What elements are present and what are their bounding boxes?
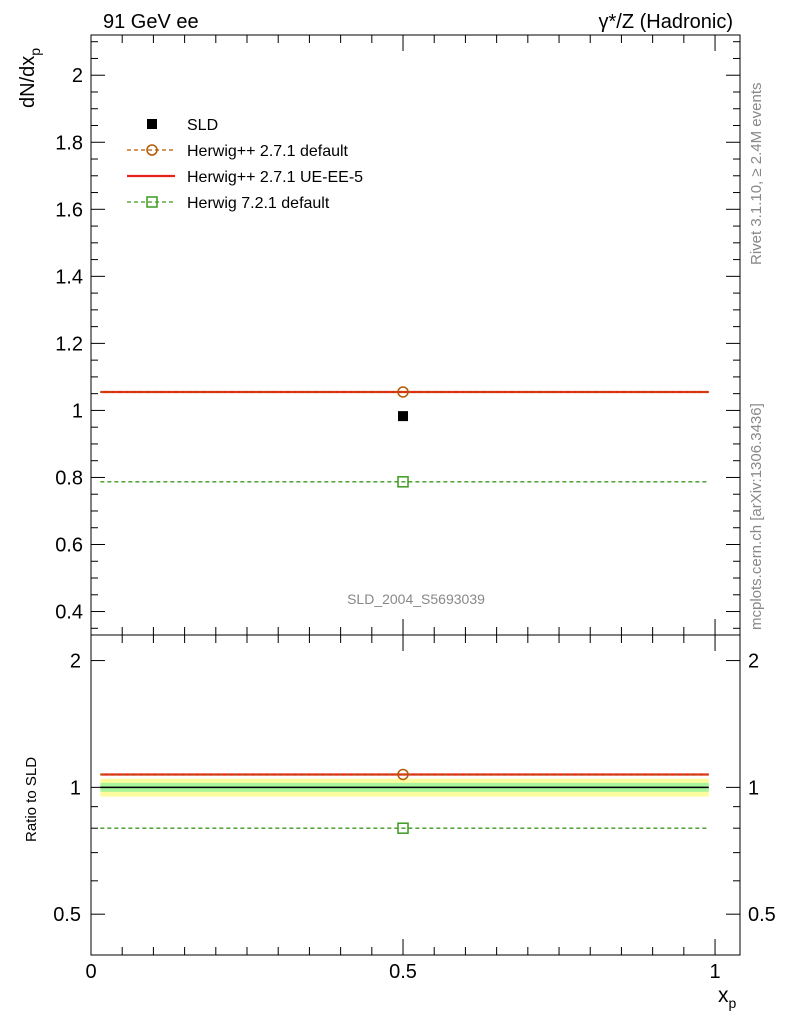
axis-tick-labels: 0.4 0.6 0.8 1 1.2 1.4 1.6 1.8 2 0.5 1 2 0.5 1 2 0 0.5 1 <box>53 65 776 983</box>
legend-marker <box>147 119 157 129</box>
legend-label: SLD <box>187 117 218 134</box>
ratio-y-tick-label-left: 2 <box>70 651 81 673</box>
x-tick-label: 1 <box>709 961 720 983</box>
main-y-tick-label: 2 <box>72 65 83 87</box>
main-y-axis-label: dN/dxp <box>17 48 43 108</box>
header-left: 91 GeV ee <box>103 11 199 33</box>
main-y-tick-label: 1.2 <box>55 333 83 355</box>
x-label-sub: p <box>729 995 737 1011</box>
main-y-tick-label: 1.8 <box>55 132 83 154</box>
main-marker-herwig-7-2-1-default <box>397 476 409 488</box>
ratio-y-tick-label-right: 0.5 <box>748 904 776 926</box>
main-y-tick-label: 1.6 <box>55 199 83 221</box>
rivet-version-text: Rivet 3.1.10, ≥ 2.4M events <box>748 83 765 266</box>
analysis-watermark: SLD_2004_S5693039 <box>347 591 485 607</box>
axis-ticks <box>90 35 740 956</box>
legend-item: Herwig++ 2.7.1 UE-EE-5 <box>127 169 363 186</box>
x-axis-label: xp <box>718 984 737 1011</box>
main-marker-sld <box>398 411 409 422</box>
legend-item: Herwig 7.2.1 default <box>127 195 330 212</box>
legend-item: SLD <box>147 117 218 134</box>
legend-label: Herwig++ 2.7.1 default <box>187 143 349 160</box>
main-y-tick-label: 1 <box>72 400 83 422</box>
svg-text:dN/dxp: dN/dxp <box>17 48 43 108</box>
legend-item: Herwig++ 2.7.1 default <box>127 143 349 160</box>
header-right: γ*/Z (Hadronic) <box>599 11 733 33</box>
main-y-tick-label: 0.4 <box>55 602 83 624</box>
ratio-marker-herwig-7-2-1-default <box>397 822 409 834</box>
ratio-y-tick-label-left: 0.5 <box>53 904 81 926</box>
main-y-tick-label: 0.6 <box>55 534 83 556</box>
ratio-y-tick-label-right: 1 <box>748 777 759 799</box>
main-y-tick-label: 1.4 <box>55 266 83 288</box>
ratio-marker-herwig-2-7-1-default <box>397 768 409 781</box>
main-y-label-text: dN/dx <box>17 56 39 108</box>
x-tick-label: 0.5 <box>389 961 417 983</box>
mcplots-reference-text: mcplots.cern.ch [arXiv:1306.3436] <box>748 403 765 630</box>
ratio-y-tick-label-right: 2 <box>748 651 759 673</box>
main-y-label-sub: p <box>27 48 43 56</box>
main-y-tick-label: 0.8 <box>55 467 83 489</box>
ratio-plot-frame <box>90 634 741 956</box>
legend-label: Herwig++ 2.7.1 UE-EE-5 <box>187 169 363 186</box>
legend-label: Herwig 7.2.1 default <box>187 195 330 212</box>
ratio-y-axis-label: Ratio to SLD <box>23 757 40 842</box>
series-lines <box>100 386 709 834</box>
ratio-uncertainty-bands <box>100 778 709 797</box>
legend-marker <box>146 144 158 156</box>
legend-marker <box>146 196 158 208</box>
svg-text:xp: xp <box>718 984 737 1011</box>
x-label-text: x <box>718 984 729 1007</box>
x-tick-label: 0 <box>85 961 96 983</box>
ratio-y-tick-label-left: 1 <box>70 777 81 799</box>
legend: SLD Herwig++ 2.7.1 default Herwig++ 2.7.1 … <box>127 117 363 212</box>
main-marker-herwig-2-7-1-default <box>397 386 409 398</box>
